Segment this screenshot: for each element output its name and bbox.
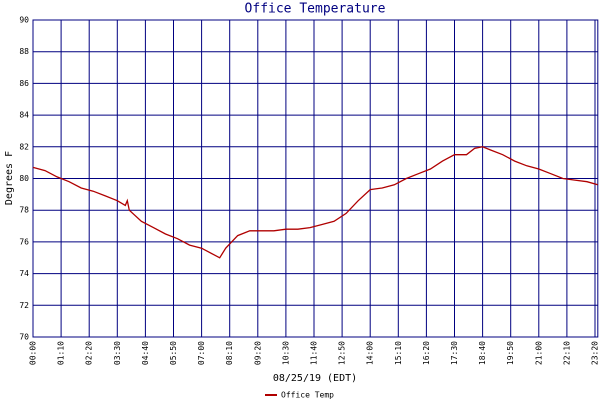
x-tick-label: 11:40 [310,341,319,365]
x-tick-label: 04:40 [141,341,150,365]
x-tick-label: 05:50 [169,341,178,365]
x-tick-label: 02:20 [85,341,94,365]
y-axis-label: Degrees F [4,151,15,205]
x-tick-label: 01:10 [57,341,66,365]
y-tick-label: 76 [19,237,29,246]
x-tick-label: 19:50 [506,341,515,365]
x-tick-label: 16:20 [422,341,431,365]
y-tick-label: 70 [19,333,29,342]
legend-label: Office Temp [281,391,334,400]
x-tick-label: 07:00 [197,341,206,365]
x-tick-label: 18:40 [478,341,487,365]
x-tick-label: 22:10 [562,341,571,365]
x-tick-label: 21:00 [534,341,543,365]
y-tick-label: 88 [19,47,29,56]
y-tick-label: 80 [19,174,29,183]
y-tick-label: 84 [19,111,29,120]
x-tick-label: 08:10 [225,341,234,365]
x-tick-label: 15:10 [394,341,403,365]
y-tick-label: 90 [19,16,29,25]
data-line [32,146,598,259]
x-tick-label: 17:30 [450,341,459,365]
x-tick-label: 09:20 [253,341,262,365]
x-axis-label: 08/25/19 (EDT) [273,373,357,384]
y-tick-label: 78 [19,206,29,215]
x-tick-label: 00:00 [29,341,38,365]
x-tick-label: 14:00 [366,341,375,365]
x-tick-label: 12:50 [338,341,347,365]
y-tick-label: 74 [19,269,29,278]
y-tick-label: 82 [19,142,29,151]
y-tick-label: 72 [19,301,29,310]
x-tick-label: 10:30 [281,341,290,365]
y-tick-label: 86 [19,79,29,88]
x-tick-label: 23:20 [591,341,600,365]
x-tick-label: 03:30 [113,341,122,365]
chart-title: Office Temperature [245,2,386,17]
